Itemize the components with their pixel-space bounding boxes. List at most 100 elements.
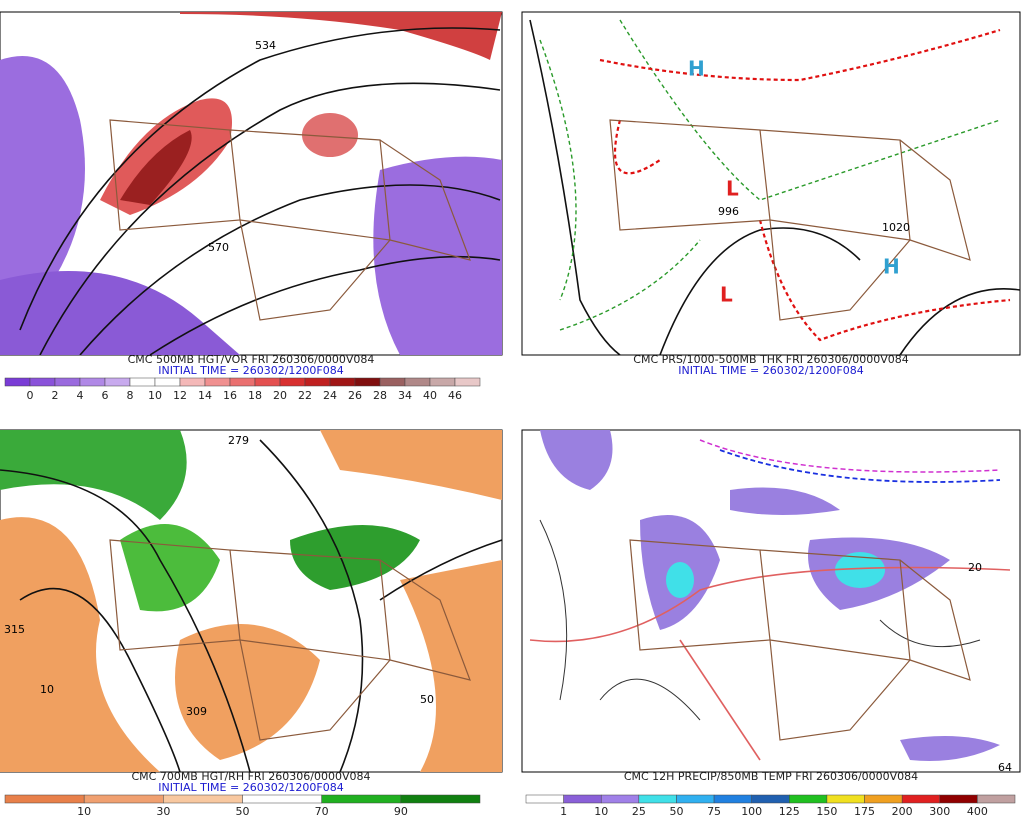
high-symbol: H — [883, 255, 900, 279]
state-borders — [609, 119, 971, 321]
map-frame — [521, 11, 1021, 356]
precip-area — [835, 552, 885, 588]
colorbar-label: 10 — [148, 389, 162, 402]
colorbar-label: 12 — [173, 389, 187, 402]
map-label: 534 — [255, 39, 276, 52]
colorbar-box — [751, 794, 790, 804]
high-symbol: H — [688, 57, 705, 81]
colorbar-label: 30 — [156, 805, 170, 818]
colorbar-label: 90 — [394, 805, 408, 818]
colorbar-box — [713, 794, 752, 804]
colorbar-box — [83, 794, 164, 804]
colorbar-box — [104, 377, 131, 387]
humidity-area — [400, 560, 502, 772]
colorbar-label: 46 — [448, 389, 462, 402]
contour — [379, 539, 503, 601]
precip-area — [666, 562, 694, 598]
colorbar-box — [563, 794, 602, 804]
colorbar-label: 175 — [854, 805, 875, 818]
colorbar-label: 8 — [127, 389, 134, 402]
isotherm — [539, 519, 981, 721]
colorbar-label: 28 — [373, 389, 387, 402]
colorbar-box — [826, 794, 865, 804]
colorbar-label: 70 — [315, 805, 329, 818]
colorbar-label: 18 — [248, 389, 262, 402]
panel-surface: L H 996 1020 L H CMC PRS/1000-500MB THK … — [521, 11, 1021, 377]
state-borders — [629, 539, 971, 741]
contour — [659, 227, 861, 356]
precip-area — [730, 487, 840, 515]
caption: CMC 700MB HGT/RH FRI 260306/0000V084 — [131, 770, 370, 783]
colorbar-label: 100 — [741, 805, 762, 818]
colorbar-label: 26 — [348, 389, 362, 402]
colorbar-box — [864, 794, 903, 804]
colorbar-box — [321, 794, 402, 804]
colorbar-box — [676, 794, 715, 804]
colorbar-label: 14 — [198, 389, 212, 402]
colorbar-box — [400, 794, 481, 804]
colorbar-box — [4, 794, 85, 804]
colorbar-box — [939, 794, 978, 804]
colorbar-label: 75 — [707, 805, 721, 818]
map-label: 1020 — [882, 221, 910, 234]
precip-area — [900, 736, 1000, 761]
colorbar-label: 50 — [669, 805, 683, 818]
colorbar-box — [4, 377, 31, 387]
humidity-area — [0, 517, 160, 772]
panel-precip: 20 64 CMC 12H PRECIP/850MB TEMP FRI 2603… — [521, 429, 1021, 783]
contour — [19, 587, 181, 773]
contour — [19, 27, 501, 331]
colorbar-label: 300 — [929, 805, 950, 818]
precip-area — [540, 430, 613, 490]
humidity-area — [290, 525, 420, 590]
initial-time: INITIAL TIME = 260302/1200F084 — [678, 364, 863, 377]
contour — [259, 439, 364, 773]
humidity-area — [175, 624, 320, 760]
map-label: 20 — [968, 561, 982, 574]
colorbar-label: 25 — [632, 805, 646, 818]
colorbar-box — [525, 794, 564, 804]
colorbar-box — [179, 377, 206, 387]
colorbar-label: 125 — [779, 805, 800, 818]
colorbar-box — [154, 377, 181, 387]
contour — [0, 469, 251, 773]
colorbar-label: 16 — [223, 389, 237, 402]
map-label: 996 — [718, 205, 739, 218]
colorbar-label: 10 — [77, 805, 91, 818]
colorbar-box — [29, 377, 56, 387]
colorbar-box — [354, 377, 381, 387]
panel-700mb: 279 315 309 10 50 CMC 700MB HGT/RH FRI 2… — [0, 429, 503, 794]
contour — [149, 255, 501, 356]
colorbar-box — [638, 794, 677, 804]
caption: CMC 500MB HGT/VOR FRI 260306/0000V084 — [128, 353, 375, 366]
colorbar-label: 22 — [298, 389, 312, 402]
colorbar-box — [79, 377, 106, 387]
map-label: 50 — [420, 693, 434, 706]
contour — [39, 82, 501, 356]
vorticity-area — [120, 130, 192, 205]
vorticity-area — [302, 113, 358, 157]
contour — [899, 288, 1021, 356]
humidity-area — [120, 524, 220, 612]
colorbar-box — [229, 377, 256, 387]
isotherm — [719, 449, 1001, 483]
colorbar-label: 24 — [323, 389, 337, 402]
colorbar-box — [404, 377, 431, 387]
colorbar-box — [977, 794, 1016, 804]
colorbar-box — [454, 377, 481, 387]
humidity-area — [320, 430, 502, 500]
thickness — [539, 19, 1001, 331]
colorbar-box — [204, 377, 231, 387]
map-label: 309 — [186, 705, 207, 718]
colorbar-box — [600, 794, 640, 804]
colorbar-box — [901, 794, 941, 804]
freezing-line — [599, 28, 1011, 342]
colorbar-box — [279, 377, 306, 387]
vorticity-area — [180, 12, 502, 60]
colorbar-label: 4 — [77, 389, 84, 402]
low-symbol: L — [720, 283, 733, 307]
initial-time: INITIAL TIME = 260302/1200F084 — [158, 364, 343, 377]
map-label: 64 — [998, 761, 1012, 774]
colorbar-label: 40 — [423, 389, 437, 402]
